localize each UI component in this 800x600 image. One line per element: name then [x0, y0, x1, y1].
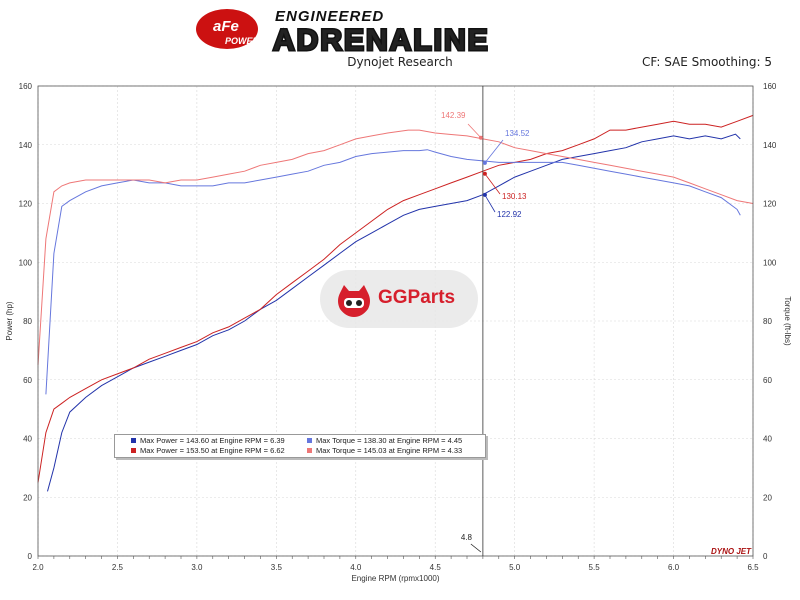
- y-right-tick-label: 120: [763, 200, 777, 209]
- annotation-arrowhead: [482, 160, 487, 165]
- annotation-arrow: [484, 139, 504, 164]
- y-right-tick-label: 160: [763, 82, 777, 91]
- x-tick-label: 3.0: [191, 563, 203, 572]
- x-tick-label: 2.5: [112, 563, 124, 572]
- series-line-power_red: [37, 114, 754, 483]
- legend-item: Max Torque = 138.30 at Engine RPM = 4.45: [307, 436, 462, 445]
- series-line-torque_blue: [45, 149, 741, 395]
- x-tick-label: 4.0: [350, 563, 362, 572]
- annotation-label: 122.92: [497, 210, 522, 219]
- y-right-tick-label: 80: [763, 317, 772, 326]
- x-tick-label: 3.5: [271, 563, 283, 572]
- y-left-axis-label: Power (hp): [5, 301, 14, 340]
- y-left-tick-label: 100: [19, 258, 33, 267]
- legend-swatch: [307, 448, 312, 453]
- annotation-label: 130.13: [502, 192, 527, 201]
- x-tick-label: 5.0: [509, 563, 521, 572]
- y-left-tick-label: 140: [19, 141, 33, 150]
- legend-swatch: [131, 448, 136, 453]
- legend-label: Max Torque = 145.03 at Engine RPM = 4.33: [316, 446, 463, 455]
- y-left-tick-label: 120: [19, 200, 33, 209]
- afe-power-logo: aFe POWER ENGINEERED ADRENALINE ADRENALI…: [196, 8, 490, 54]
- series-lines: [37, 114, 754, 492]
- logo-oval: [196, 9, 258, 49]
- legend-item: Max Power = 143.60 at Engine RPM = 6.39: [131, 436, 285, 445]
- chart-subtitle: Dynojet Research: [347, 55, 453, 69]
- x-tick-label: 5.5: [589, 563, 601, 572]
- y-left-tick-label: 0: [28, 552, 33, 561]
- cursor-arrow: [470, 543, 482, 553]
- y-right-tick-label: 20: [763, 493, 772, 502]
- legend-item: Max Power = 153.50 at Engine RPM = 6.62: [131, 446, 285, 455]
- y-right-tick-label: 140: [763, 141, 777, 150]
- legend-label: Max Power = 153.50 at Engine RPM = 6.62: [140, 446, 285, 455]
- x-tick-label: 6.5: [747, 563, 759, 572]
- cursor-label: 4.8: [461, 533, 473, 542]
- series-line-torque_pink: [37, 129, 754, 366]
- legend-swatch: [131, 438, 136, 443]
- plot-border: [37, 85, 754, 557]
- legend-item: Max Torque = 145.03 at Engine RPM = 4.33: [307, 446, 462, 455]
- y-right-axis-label: Torque (ft-lbs): [783, 296, 792, 346]
- annotation-arrowhead: [478, 135, 483, 140]
- series-line-power_blue: [47, 133, 741, 492]
- annotation-arrow: [484, 173, 501, 195]
- y-left-tick-label: 40: [23, 435, 32, 444]
- y-right-tick-label: 60: [763, 376, 772, 385]
- y-left-tick-label: 160: [19, 82, 33, 91]
- x-axis-label: Engine RPM (rpmx1000): [351, 574, 439, 583]
- plot-frame: [37, 85, 754, 559]
- watermark-badge: GGParts: [320, 270, 478, 328]
- logo-power-text: POWER: [225, 36, 260, 46]
- annotations: 4.8 142.39 134.52 130.13 122.92 DYNO JET: [441, 86, 752, 556]
- logo-afe-text: aFe: [213, 18, 239, 35]
- y-right-tick-label: 100: [763, 258, 777, 267]
- annotation-arrow: [484, 194, 496, 213]
- watermark-text: GGParts: [378, 287, 456, 308]
- legend-swatch: [307, 438, 312, 443]
- tagline-top: ENGINEERED: [275, 8, 384, 25]
- legend-label: Max Torque = 138.30 at Engine RPM = 4.45: [316, 436, 463, 445]
- dynojet-mark: DYNO JET: [711, 547, 752, 556]
- legend-box: Max Power = 143.60 at Engine RPM = 6.39 …: [114, 434, 486, 458]
- y-left-tick-label: 20: [23, 493, 32, 502]
- annotation-arrow: [467, 123, 482, 139]
- x-tick-label: 2.0: [32, 563, 44, 572]
- y-left-tick-label: 80: [23, 317, 32, 326]
- y-right-tick-label: 40: [763, 435, 772, 444]
- annotation-arrowhead: [482, 192, 487, 197]
- annotation-arrowhead: [482, 171, 487, 176]
- legend-label: Max Power = 143.60 at Engine RPM = 6.39: [140, 436, 285, 445]
- x-tick-label: 4.5: [430, 563, 442, 572]
- watermark-face-icon: [338, 285, 370, 317]
- tick-labels: 2.0 2.5 3.0 3.5 4.0 4.5 5.0 5.5 6.0 6.5 0 0 20 20 40 40…: [5, 82, 792, 583]
- annotation-label: 142.39: [441, 111, 466, 120]
- tagline-main: ADRENALINE: [273, 24, 490, 54]
- tagline-main-outline: ADRENALINE: [273, 24, 490, 54]
- annotation-label: 134.52: [505, 129, 530, 138]
- y-left-tick-label: 60: [23, 376, 32, 385]
- smoothing-label: CF: SAE Smoothing: 5: [641, 55, 772, 69]
- x-tick-label: 6.0: [668, 563, 680, 572]
- y-right-tick-label: 0: [763, 552, 768, 561]
